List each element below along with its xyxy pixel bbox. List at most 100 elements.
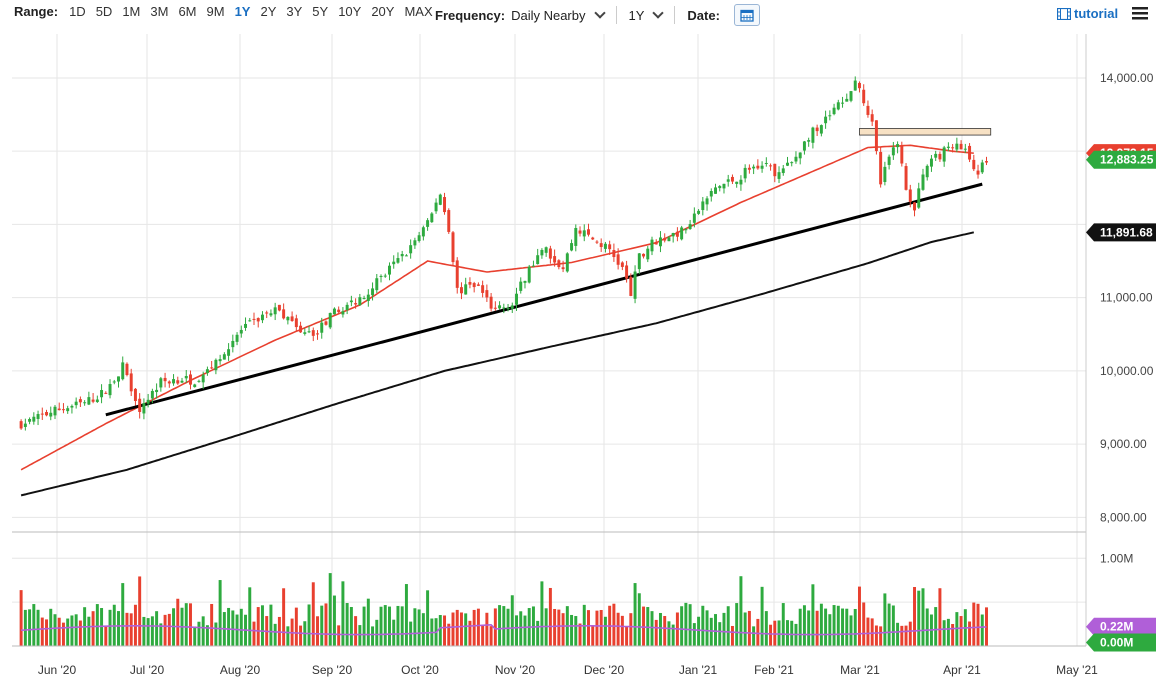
volume-bar (239, 608, 243, 646)
volume-bar (548, 587, 552, 646)
candle-body (493, 307, 497, 309)
candle-body (19, 421, 23, 429)
volume-bar (95, 604, 99, 646)
range-5d[interactable]: 5D (95, 4, 113, 19)
volume-last-tag-bg (1086, 633, 1156, 652)
candle-body (972, 159, 976, 170)
volume-bar (447, 623, 451, 646)
volume-bar (587, 610, 590, 646)
range-6m[interactable]: 6M (178, 4, 197, 19)
candle-body (49, 412, 53, 417)
volume-bar (896, 622, 900, 646)
candle-body (138, 398, 142, 412)
menu-button[interactable] (1132, 6, 1148, 23)
candle-body (570, 243, 574, 251)
period-dropdown[interactable]: 1Y (629, 7, 665, 23)
volume-bar (320, 605, 324, 646)
candle-body (531, 265, 535, 267)
volume-bar (87, 616, 91, 646)
volume-bar (91, 611, 95, 646)
price-tick-label: 8,000.00 (1100, 510, 1147, 524)
volume-bar (802, 605, 806, 646)
volume-bar (299, 625, 303, 646)
volume-bar (985, 607, 988, 646)
candle-body (625, 265, 629, 279)
candle-body (299, 325, 303, 333)
volume-average-tag: 0.22M (1100, 620, 1133, 634)
range-1m[interactable]: 1M (122, 4, 141, 19)
candle-body (282, 309, 286, 319)
chevron-down-icon (593, 7, 606, 19)
candle-body (667, 237, 671, 242)
candle-body (95, 399, 99, 403)
tutorial-link[interactable]: tutorial (1057, 6, 1118, 21)
candle-body (883, 166, 887, 182)
frequency-dropdown[interactable]: Daily Nearby (511, 7, 606, 23)
candle-body (28, 419, 32, 422)
candle-body (815, 127, 819, 132)
candle-body (239, 329, 243, 334)
candle-body (172, 379, 176, 384)
range-2y[interactable]: 2Y (260, 4, 277, 19)
candle-body (61, 409, 65, 411)
volume-bar (557, 609, 561, 646)
x-tick-label: Jun '20 (38, 663, 77, 677)
volume-bar (650, 611, 654, 646)
range-3y[interactable]: 3Y (286, 4, 303, 19)
range-1d[interactable]: 1D (69, 4, 86, 19)
range-10y[interactable]: 10Y (338, 4, 362, 19)
candle-body (421, 227, 425, 237)
candle-body (650, 239, 654, 252)
candle-body (642, 253, 646, 257)
volume-bar (714, 614, 717, 646)
range-1y[interactable]: 1Y (234, 4, 251, 19)
candle-body (548, 248, 552, 259)
volume-bar (108, 609, 112, 646)
candle-body (273, 307, 277, 315)
volume-bar (578, 623, 582, 646)
volume-bar (159, 623, 163, 646)
x-tick-label: Aug '20 (220, 663, 261, 677)
range-5y[interactable]: 5Y (312, 4, 329, 19)
volume-bar (117, 611, 120, 646)
volume-bar (603, 616, 607, 646)
volume-bar (273, 623, 277, 646)
price-volume-chart[interactable]: Jun '20 Jul '20 Aug '20 Sep '20 Oct '20 Nov '… (12, 34, 1156, 678)
x-tick-label: May '21 (1056, 663, 1098, 677)
candle-body (553, 256, 557, 263)
candle-body (464, 284, 468, 295)
range-20y[interactable]: 20Y (371, 4, 395, 19)
volume-bar (400, 606, 404, 646)
range-max[interactable]: MAX (404, 4, 433, 19)
volume-bar (519, 611, 523, 646)
candle-body (155, 389, 159, 393)
range-9m[interactable]: 9M (206, 4, 225, 19)
calendar-button[interactable] (733, 4, 760, 26)
volume-bar (951, 624, 955, 646)
candle-body (705, 198, 709, 205)
volume-bar (371, 626, 375, 646)
candle-body (235, 334, 239, 342)
volume-bar (231, 610, 235, 646)
candle-body (36, 414, 40, 419)
volume-bar (23, 609, 27, 646)
candle-body (392, 261, 396, 265)
range-3m[interactable]: 3M (150, 4, 169, 19)
candle-body (853, 80, 857, 91)
volume-bar (625, 626, 629, 646)
candle-body (786, 162, 789, 166)
volume-bar (599, 609, 603, 646)
candle-body (362, 298, 366, 300)
candle-body (599, 243, 603, 248)
volume-bar (417, 609, 421, 646)
chart-area[interactable]: Jun '20 Jul '20 Aug '20 Sep '20 Oct '20 Nov '… (12, 34, 1156, 678)
chevron-down-icon (652, 7, 665, 19)
candle-body (616, 254, 620, 265)
candle-body (210, 367, 214, 369)
volume-bar (36, 609, 40, 646)
volume-bar (189, 603, 192, 646)
candle-body (447, 210, 451, 232)
volume-bar (934, 607, 938, 646)
candle-body (841, 102, 845, 104)
